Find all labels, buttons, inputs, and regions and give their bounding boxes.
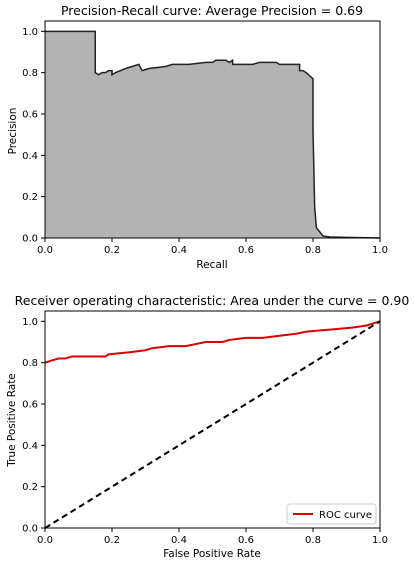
y-tick-label: 0.8 xyxy=(22,358,38,369)
x-tick-label: 0.2 xyxy=(104,535,120,546)
x-tick-label: 0.8 xyxy=(305,245,321,256)
tick-group: 0.0 0.2 0.4 0.6 0.8 1.0 0.0 0.2 0.4 0.6 0.8 1.0 xyxy=(22,27,388,256)
y-tick-label: 0.6 xyxy=(22,400,38,411)
x-tick-label: 0.4 xyxy=(171,245,187,256)
x-tick-label: 1.0 xyxy=(372,535,388,546)
legend-label: ROC curve xyxy=(319,510,372,521)
x-tick-label: 0.6 xyxy=(238,535,254,546)
y-tick-label: 0.4 xyxy=(22,151,38,162)
plot-area xyxy=(44,20,381,239)
chart-title: Precision-Recall curve: Average Precisio… xyxy=(61,3,363,18)
pr-area-fill xyxy=(45,31,380,239)
x-tick-label: 0.0 xyxy=(37,535,53,546)
y-tick-label: 0.4 xyxy=(22,441,38,452)
y-axis-label: Precision xyxy=(7,108,19,155)
chance-diagonal-line xyxy=(44,320,381,529)
plot-area xyxy=(44,310,381,529)
roc-chart: Receiver operating characteristic: Area … xyxy=(6,293,409,560)
y-tick-label: 1.0 xyxy=(22,27,38,38)
x-tick-label: 0.2 xyxy=(104,245,120,256)
precision-recall-chart: Precision-Recall curve: Average Precisio… xyxy=(7,3,388,271)
x-tick-label: 1.0 xyxy=(372,245,388,256)
axes-frame xyxy=(44,20,381,239)
y-tick-label: 0.0 xyxy=(22,234,38,245)
legend-box xyxy=(286,503,377,525)
chart-title: Receiver operating characteristic: Area … xyxy=(15,293,410,308)
roc-curve-line xyxy=(44,320,381,364)
x-tick-label: 0.8 xyxy=(305,535,321,546)
y-tick-label: 0.6 xyxy=(22,110,38,121)
y-tick-label: 1.0 xyxy=(22,317,38,328)
y-tick-label: 0.0 xyxy=(22,524,38,535)
y-axis-label: True Positive Rate xyxy=(6,373,18,468)
axes-frame xyxy=(44,310,381,529)
pr-curve-line xyxy=(45,30,381,239)
x-tick-label: 0.4 xyxy=(171,535,187,546)
x-tick-label: 0.6 xyxy=(238,245,254,256)
x-axis-label: False Positive Rate xyxy=(163,548,261,560)
y-tick-label: 0.8 xyxy=(22,68,38,79)
x-tick-label: 0.0 xyxy=(37,245,53,256)
y-tick-label: 0.2 xyxy=(22,482,38,493)
tick-group: 0.0 0.2 0.4 0.6 0.8 1.0 0.0 0.2 0.4 0.6 0.8 1.0 xyxy=(22,317,388,546)
y-tick-label: 0.2 xyxy=(22,192,38,203)
x-axis-label: Recall xyxy=(196,259,227,271)
legend: ROC curve xyxy=(286,503,377,525)
